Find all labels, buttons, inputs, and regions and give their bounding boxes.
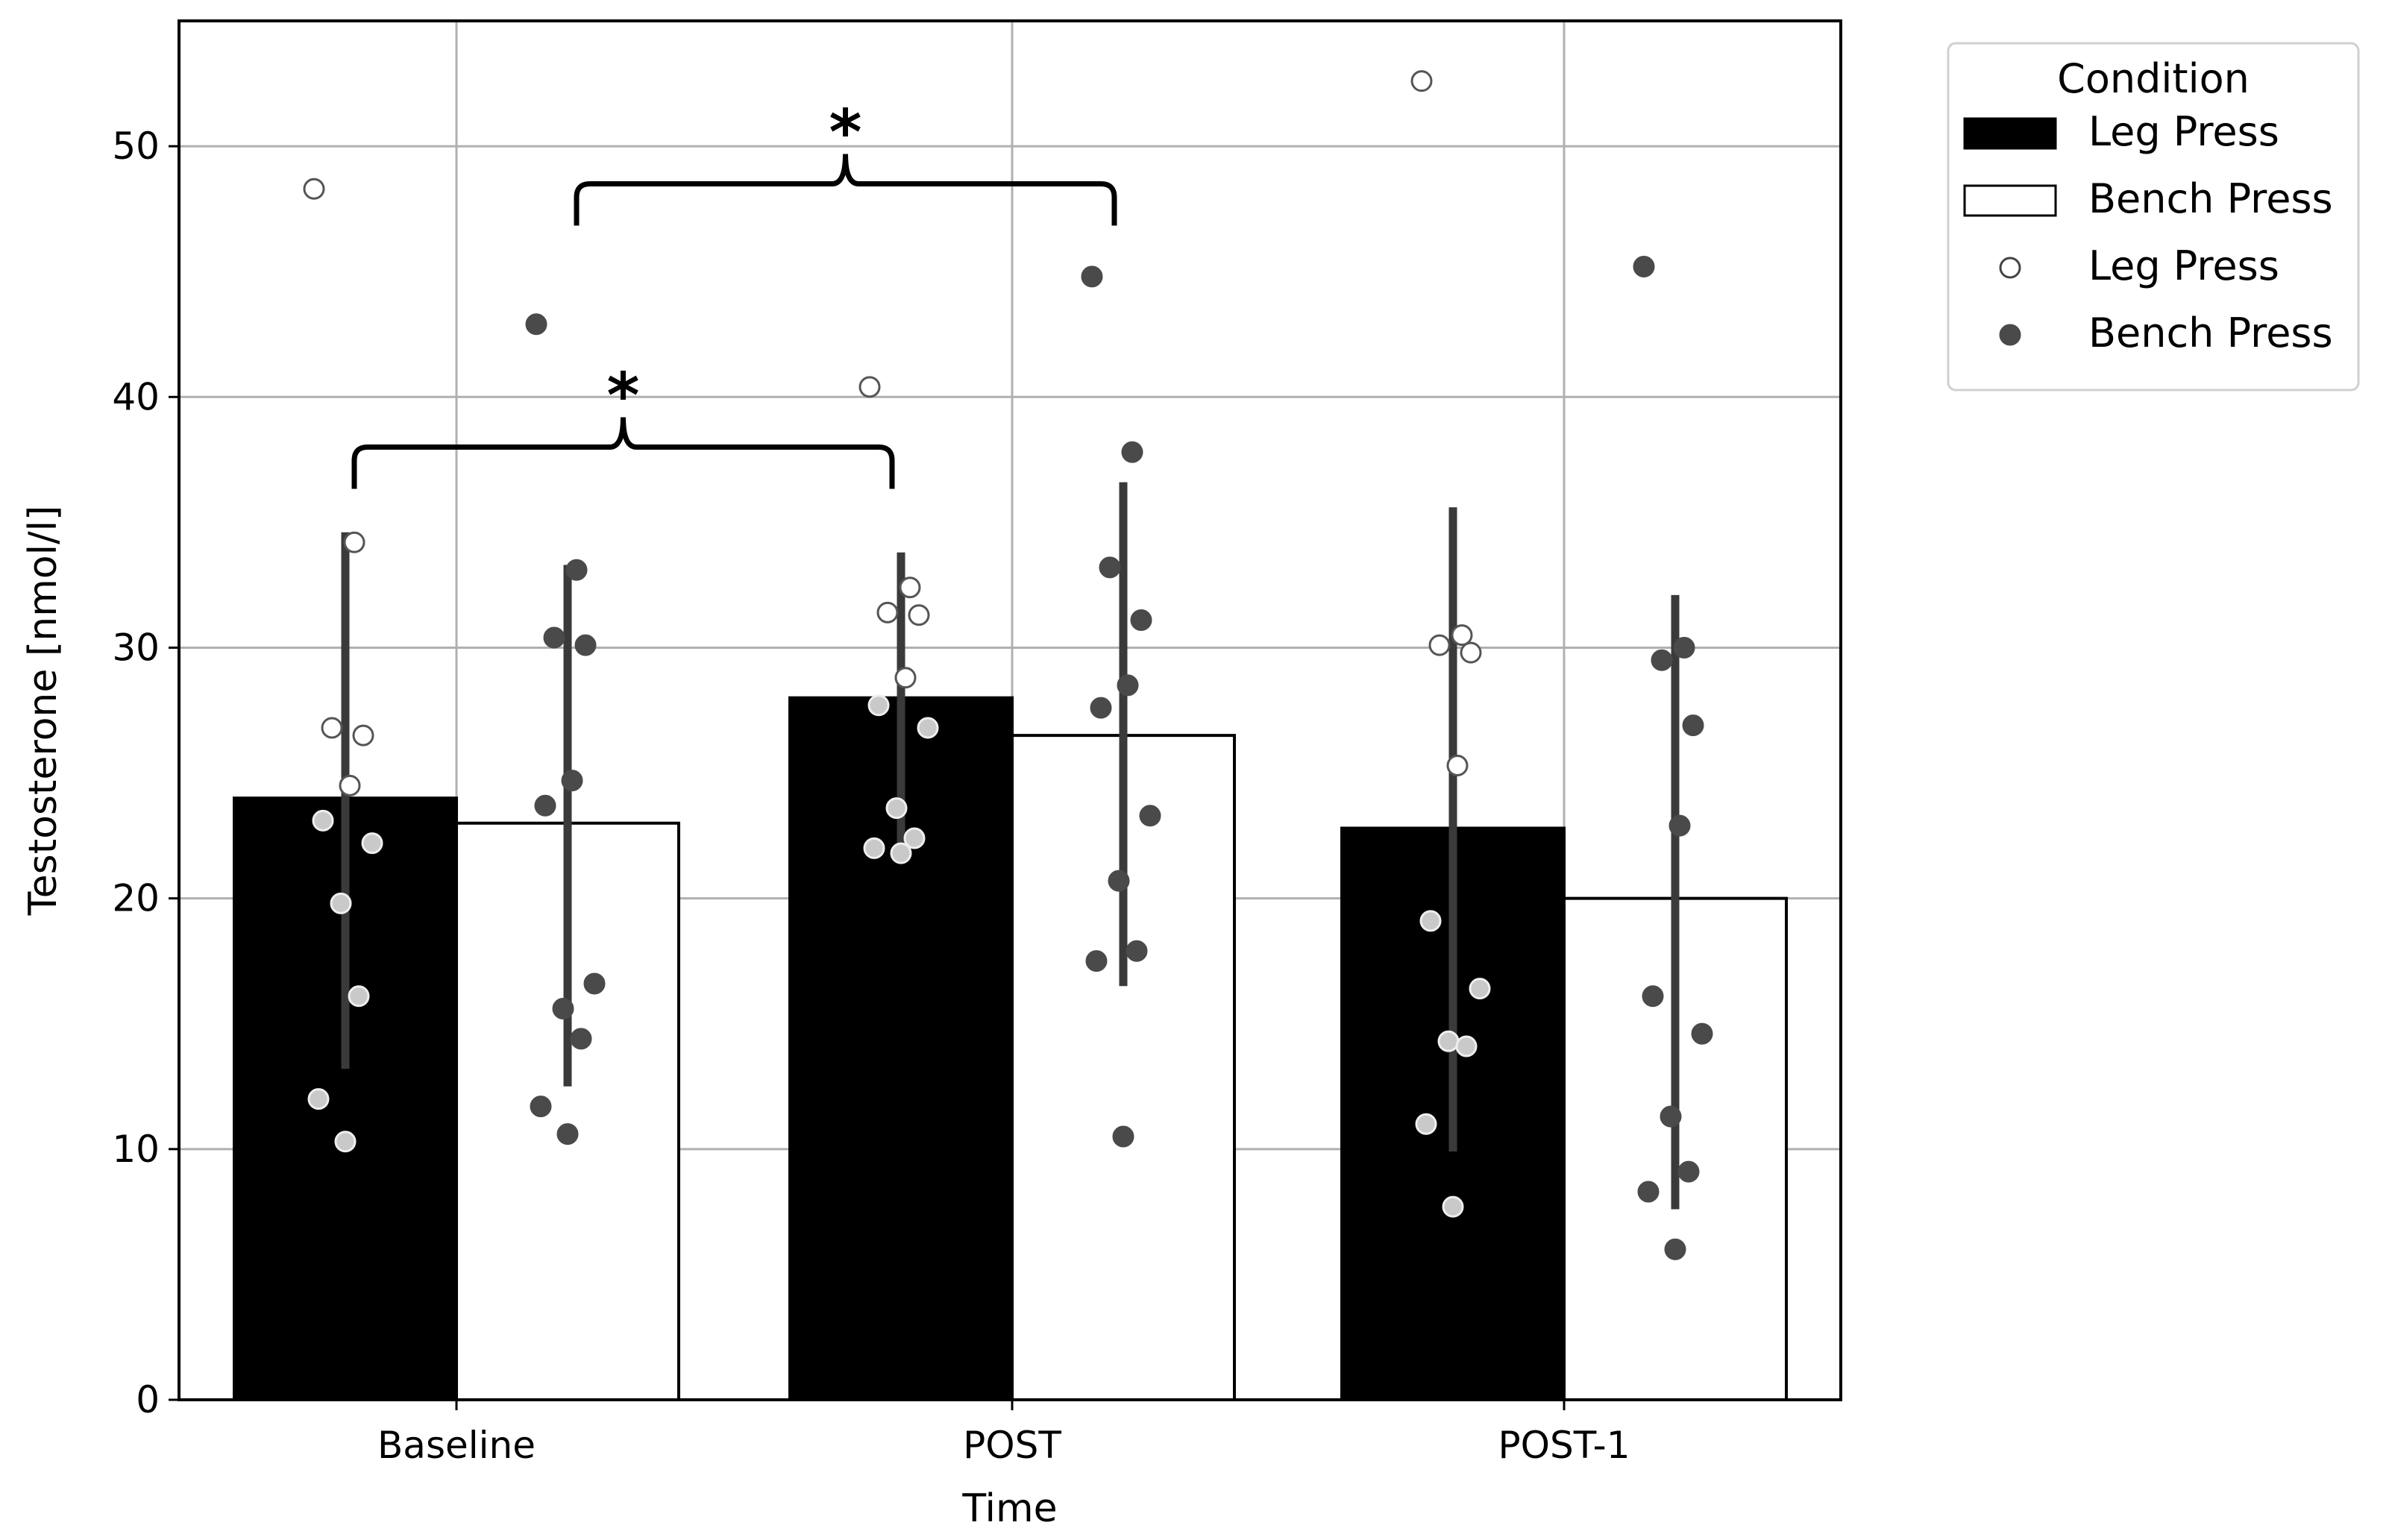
data-point-bench-press-post [1126,940,1148,962]
data-point-bench-press-post [1085,950,1108,972]
data-point-leg-press-post-1 [1415,1113,1437,1135]
data-point-leg-press-post [876,601,899,623]
data-point-bench-press-post [1130,609,1152,631]
data-point-leg-press-post [858,376,881,398]
data-point-bench-press-post-1 [1642,985,1664,1008]
significance-star-2: * [829,96,862,169]
data-point-leg-press-post-1 [1419,910,1442,932]
data-point-bench-press-baseline [543,626,565,649]
plot-frame [178,19,1842,1401]
data-point-leg-press-baseline [307,1088,330,1110]
legend-label-bench-press-points: Bench Press [2088,309,2333,356]
data-point-bench-press-baseline [552,998,574,1020]
data-point-bench-press-post [1099,556,1121,579]
legend-label-leg-press-points: Leg Press [2088,242,2279,289]
legend: Condition Leg Press Bench Press Leg Pres… [1947,42,2360,392]
data-point-leg-press-post-1 [1469,978,1491,1000]
data-points [303,70,1713,1260]
x-tick-label-post-1: POST-1 [1498,1424,1630,1467]
y-tick-label: 20 [112,877,160,920]
axes: 0 10 20 30 40 50 Baseline POST POST-1 [112,125,1630,1467]
y-tick-label: 30 [112,626,160,669]
data-point-leg-press-post-1 [1460,641,1482,664]
data-point-bench-press-post-1 [1691,1022,1713,1045]
data-point-bench-press-baseline [565,559,588,581]
data-point-bench-press-post-1 [1633,255,1655,277]
data-point-leg-press-baseline [361,832,383,855]
legend-marker-leg-press-points [1999,257,2021,279]
data-point-bench-press-post [1121,441,1143,463]
data-point-bench-press-post-1 [1664,1238,1686,1260]
data-point-leg-press-baseline [343,531,365,553]
data-point-bench-press-post-1 [1673,636,1695,659]
data-point-leg-press-post [903,827,926,849]
x-tick-label-post: POST [963,1424,1061,1467]
legend-title: Condition [2057,55,2250,102]
x-axis-label: Time [961,1486,1057,1531]
data-point-leg-press-post [908,604,930,626]
data-point-leg-press-post-1 [1455,1035,1478,1057]
data-point-leg-press-post-1 [1428,634,1451,656]
data-point-bench-press-baseline [561,770,583,792]
data-point-leg-press-baseline [339,774,361,796]
data-point-leg-press-baseline [321,717,343,739]
data-point-leg-press-post-1 [1446,754,1469,776]
data-point-bench-press-baseline [570,1028,592,1050]
data-point-leg-press-post [863,837,885,859]
data-point-leg-press-baseline [334,1131,357,1153]
data-point-leg-press-baseline [330,892,352,914]
data-point-leg-press-baseline [352,724,374,747]
data-point-leg-press-post [890,842,912,864]
data-point-bench-press-post [1112,1125,1134,1148]
legend-swatch-leg-press-bar [1963,117,2057,150]
data-point-bench-press-post [1108,870,1130,892]
data-point-bench-press-post [1117,674,1139,697]
data-point-leg-press-baseline [303,177,325,200]
data-point-leg-press-post-1 [1442,1195,1464,1218]
data-point-leg-press-post-1 [1437,1030,1460,1052]
data-point-bench-press-baseline [574,634,597,656]
data-point-leg-press-post [899,576,921,599]
data-point-bench-press-post-1 [1637,1181,1660,1203]
data-point-bench-press-baseline [556,1123,579,1145]
data-point-leg-press-baseline [348,985,370,1008]
data-point-leg-press-post [894,667,917,689]
data-point-bench-press-post [1139,805,1161,827]
legend-marker-bench-press-points [1999,324,2021,346]
data-point-bench-press-post-1 [1651,649,1673,671]
data-point-bench-press-post-1 [1668,814,1691,837]
data-point-bench-press-baseline [530,1096,552,1118]
data-point-bench-press-post [1090,697,1112,719]
data-point-leg-press-post-1 [1410,70,1433,92]
significance-brackets: ** [351,96,1117,489]
data-point-leg-press-post-1 [1451,624,1473,647]
x-tick-label-baseline: Baseline [377,1424,536,1467]
data-point-leg-press-post [885,797,908,820]
data-point-bench-press-baseline [534,794,556,817]
data-point-bench-press-post [1081,265,1103,288]
legend-label-leg-press-bar: Leg Press [2088,108,2279,155]
data-point-bench-press-post-1 [1682,714,1704,737]
data-point-bench-press-post-1 [1660,1105,1682,1128]
y-tick-label: 50 [112,125,160,168]
y-tick-label: 10 [112,1128,160,1171]
y-tick-label: 0 [136,1378,160,1421]
data-point-bench-press-baseline [525,313,547,336]
data-point-leg-press-post [917,717,939,739]
data-point-bench-press-baseline [583,972,606,995]
y-axis-label: Testosterone [nmol/l] [21,506,66,917]
data-point-bench-press-post-1 [1677,1160,1700,1183]
significance-star-1: * [607,359,640,433]
y-tick-label: 40 [112,375,160,418]
data-point-leg-press-post [867,694,890,717]
legend-swatch-bench-press-bar [1963,184,2057,217]
legend-label-bench-press-bar: Bench Press [2088,175,2333,222]
data-point-leg-press-baseline [312,809,334,832]
